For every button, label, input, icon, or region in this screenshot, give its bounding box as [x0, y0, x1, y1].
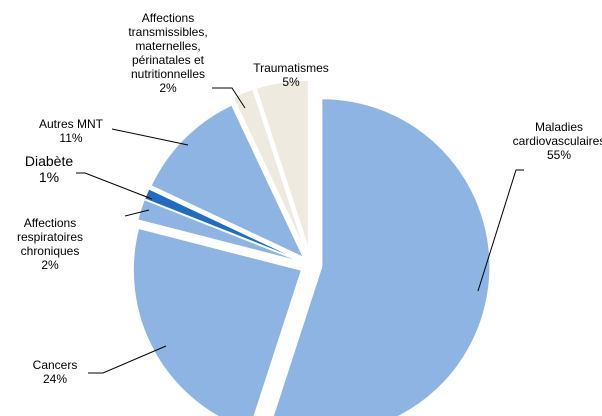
- data-label-line: 11%: [59, 131, 82, 145]
- data-label-cancers: Cancers 24%: [33, 358, 78, 386]
- data-label-affections-respiratoires-chroniques: Affections respiratoires chroniques 2%: [17, 216, 83, 272]
- pie-slice-autres-mnt: [150, 104, 305, 259]
- pie-slice-maladies-cardiovasculaires: [272, 98, 491, 416]
- data-label-traumatismes: Traumatismes 5%: [253, 61, 329, 89]
- leader-line-affections-transmissibles-maternelles-perinatales-et-nutritionnelles: [212, 87, 246, 109]
- data-label-line: Cancers: [33, 358, 78, 372]
- data-label-line: Diabète: [25, 153, 73, 169]
- data-label-line: 2%: [159, 81, 177, 95]
- data-label-line: Traumatismes: [253, 61, 329, 75]
- data-label-line: périnatales et: [132, 53, 205, 67]
- data-label-maladies-cardiovasculaires: Maladies cardiovasculaires 55%: [513, 120, 602, 162]
- pie-slice-diabete: [144, 188, 302, 262]
- data-label-line: chroniques: [21, 244, 80, 258]
- data-label-line: Affections: [142, 11, 194, 25]
- data-label-line: 5%: [282, 75, 300, 89]
- pie-slice-traumatismes: [255, 79, 309, 249]
- data-label-line: maternelles,: [135, 39, 200, 53]
- leader-line-diabete: [76, 172, 153, 200]
- leader-line-affections-respiratoires-chroniques: [124, 209, 150, 217]
- data-label-line: Autres MNT: [39, 117, 104, 131]
- data-label-line: 2%: [41, 258, 59, 272]
- data-label-affections-transmissibles-maternelles-perinatales-et-nutritionnelles: Affections transmissibles, maternelles, pér…: [128, 11, 207, 95]
- data-label-line: respiratoires: [17, 230, 83, 244]
- pie-slice-affections-respiratoires-chroniques: [137, 199, 301, 263]
- leader-line-autres-mnt: [111, 128, 189, 146]
- leader-line-maladies-cardiovasculaires: [477, 169, 524, 292]
- pie-slice-affections-transmissibles-maternelles-perinatales-et-nutritionnelles: [232, 88, 306, 250]
- data-label-diabete: Diabète 1%: [25, 153, 73, 185]
- data-label-autres-mnt: Autres MNT 11%: [39, 117, 104, 145]
- data-label-line: cardiovasculaires: [513, 134, 602, 148]
- pie-slice-cancers: [132, 227, 303, 416]
- data-label-line: Maladies: [535, 120, 583, 134]
- data-label-line: 1%: [39, 169, 59, 185]
- data-label-line: transmissibles,: [128, 25, 207, 39]
- data-label-line: 55%: [547, 148, 571, 162]
- leader-line-cancers: [88, 345, 167, 374]
- data-label-line: Affections: [24, 216, 76, 230]
- data-label-line: 24%: [43, 372, 67, 386]
- data-label-line: nutritionnelles: [131, 67, 205, 81]
